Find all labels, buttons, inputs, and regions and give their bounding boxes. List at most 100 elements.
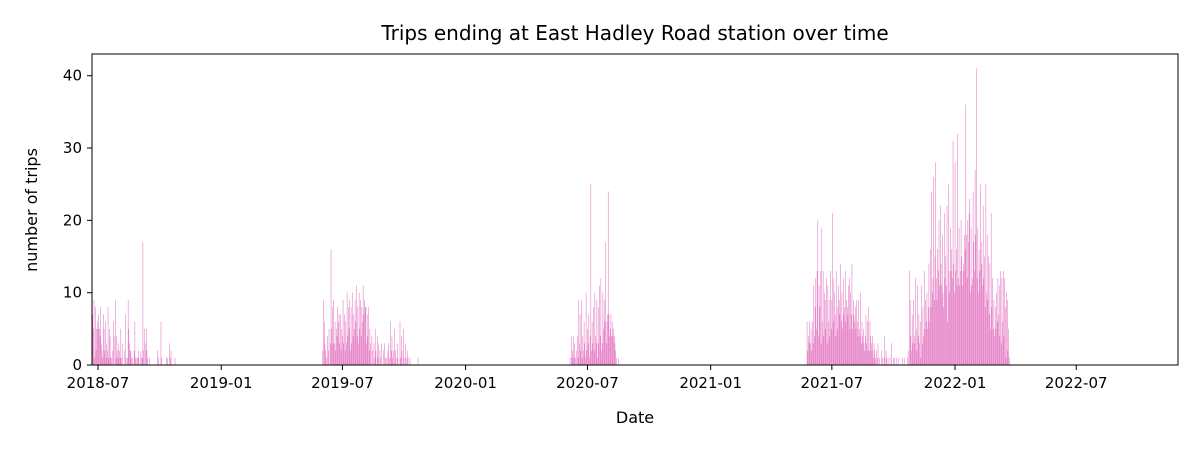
bar: [597, 307, 599, 365]
plot-frame: [91, 53, 1179, 366]
bar: [829, 336, 831, 365]
bar: [913, 336, 915, 365]
bar: [817, 220, 819, 365]
bar: [970, 292, 971, 365]
bar: [990, 328, 991, 365]
bar: [585, 292, 587, 365]
bar: [976, 278, 978, 365]
bar: [605, 343, 607, 365]
bar: [840, 321, 842, 365]
bar: [811, 350, 813, 365]
bar: [145, 328, 147, 365]
bar: [826, 343, 828, 365]
bar: [958, 278, 959, 365]
bar: [370, 343, 371, 365]
bar: [595, 343, 597, 365]
bar: [137, 350, 139, 365]
bar: [828, 299, 830, 365]
bar: [1002, 270, 1004, 365]
bar: [131, 357, 132, 365]
bar: [824, 292, 825, 365]
bar: [93, 299, 95, 365]
bar: [912, 343, 914, 365]
bar: [932, 292, 933, 365]
bar: [327, 336, 328, 365]
bar: [611, 336, 612, 365]
bar: [349, 299, 351, 365]
bar: [848, 285, 849, 365]
bar: [879, 357, 880, 365]
bar: [982, 205, 984, 365]
bar: [125, 357, 127, 365]
bar: [882, 357, 883, 365]
bar: [867, 321, 868, 365]
bar: [968, 242, 969, 365]
bar: [886, 357, 888, 365]
bar: [99, 336, 101, 365]
bar: [923, 336, 924, 365]
bar: [813, 285, 815, 365]
bar: [338, 314, 340, 365]
bar: [956, 285, 958, 365]
bar: [857, 321, 858, 365]
bar: [325, 350, 326, 365]
bar: [923, 270, 925, 365]
bar: [614, 343, 616, 365]
bar: [585, 357, 586, 365]
bar: [950, 270, 952, 365]
bar: [972, 191, 974, 365]
bar: [989, 263, 991, 365]
bar: [932, 278, 934, 365]
bar: [917, 285, 918, 365]
bar: [161, 357, 162, 365]
bar: [901, 357, 903, 365]
bar: [940, 205, 941, 365]
bar: [965, 104, 967, 365]
bar: [956, 249, 957, 365]
x-tick-label: 2022-01: [924, 374, 987, 392]
bar: [122, 343, 124, 365]
bar: [808, 343, 810, 365]
bar: [976, 68, 977, 365]
bar: [140, 350, 142, 365]
bar: [951, 249, 952, 365]
bar: [966, 234, 967, 365]
bar: [389, 357, 390, 365]
bar: [98, 314, 99, 365]
bar: [403, 328, 404, 365]
bar: [343, 343, 345, 365]
bar: [846, 299, 847, 365]
bar: [142, 242, 144, 365]
bar: [591, 350, 592, 365]
x-tick-label: 2019-07: [311, 374, 374, 392]
bar: [95, 350, 97, 365]
bar: [1004, 307, 1006, 365]
bar: [606, 321, 608, 365]
bar: [571, 357, 573, 365]
bar: [861, 343, 862, 365]
bar: [921, 343, 923, 365]
bar: [109, 336, 111, 365]
bar: [869, 321, 871, 365]
bar: [380, 357, 381, 365]
bar: [838, 299, 840, 365]
bar: [835, 336, 837, 365]
bar: [971, 285, 973, 365]
bar: [876, 350, 877, 365]
bar: [120, 328, 122, 365]
bar: [861, 321, 863, 365]
bar: [910, 336, 912, 365]
bar: [589, 357, 590, 365]
bar: [581, 299, 582, 365]
x-tick-label: 2020-01: [434, 374, 497, 392]
bar: [825, 328, 827, 365]
bar: [865, 314, 867, 365]
bar: [581, 357, 583, 365]
bar: [1006, 292, 1007, 365]
bar: [851, 263, 853, 365]
bar: [952, 278, 953, 365]
bar: [328, 350, 329, 365]
bar: [946, 205, 948, 365]
bar: [937, 249, 938, 365]
bar: [1007, 299, 1008, 365]
